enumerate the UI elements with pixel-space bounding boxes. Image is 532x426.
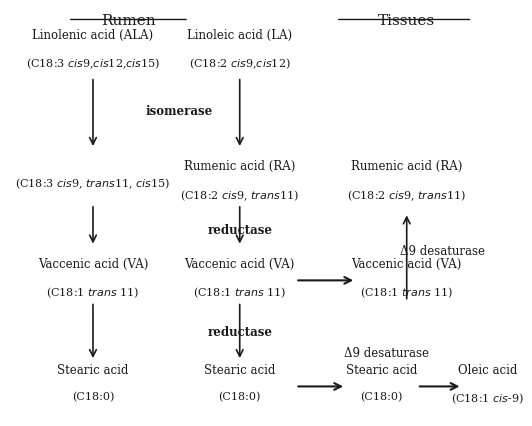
Text: Vaccenic acid (VA): Vaccenic acid (VA) <box>38 257 148 270</box>
Text: Δ9 desaturase: Δ9 desaturase <box>344 346 429 359</box>
Text: (C18:3 $\it{cis}$9,$\it{cis}$12,$\it{cis}$15): (C18:3 $\it{cis}$9,$\it{cis}$12,$\it{cis… <box>26 56 160 71</box>
Text: (C18:0): (C18:0) <box>72 391 114 401</box>
Text: (C18:1 $\it{trans}$ 11): (C18:1 $\it{trans}$ 11) <box>193 285 286 299</box>
Text: Rumenic acid (RA): Rumenic acid (RA) <box>351 160 462 173</box>
Text: (C18:1 $\it{trans}$ 11): (C18:1 $\it{trans}$ 11) <box>360 285 453 299</box>
Text: (C18:2 $\it{cis}$9,$\it{cis}$12): (C18:2 $\it{cis}$9,$\it{cis}$12) <box>189 56 290 71</box>
Text: Stearic acid: Stearic acid <box>57 363 129 376</box>
Text: Rumen: Rumen <box>101 14 156 28</box>
Text: Tissues: Tissues <box>378 14 435 28</box>
Text: Rumenic acid (RA): Rumenic acid (RA) <box>184 160 295 173</box>
Text: (C18:3 $\it{cis}$9, $\it{trans}$11, $\it{cis}$15): (C18:3 $\it{cis}$9, $\it{trans}$11, $\it… <box>15 176 171 191</box>
Text: (C18:2 $\it{cis}$9, $\it{trans}$11): (C18:2 $\it{cis}$9, $\it{trans}$11) <box>347 187 466 202</box>
Text: (C18:0): (C18:0) <box>219 391 261 401</box>
Text: (C18:1 $\it{trans}$ 11): (C18:1 $\it{trans}$ 11) <box>46 285 139 299</box>
Text: Linoleic acid (LA): Linoleic acid (LA) <box>187 29 292 42</box>
Text: Linolenic acid (ALA): Linolenic acid (ALA) <box>32 29 154 42</box>
Text: (C18:2 $\it{cis}$9, $\it{trans}$11): (C18:2 $\it{cis}$9, $\it{trans}$11) <box>180 187 299 202</box>
Text: Vaccenic acid (VA): Vaccenic acid (VA) <box>352 257 462 270</box>
Text: isomerase: isomerase <box>145 105 213 118</box>
Text: reductase: reductase <box>207 224 272 236</box>
Text: Stearic acid: Stearic acid <box>204 363 276 376</box>
Text: reductase: reductase <box>207 325 272 338</box>
Text: Vaccenic acid (VA): Vaccenic acid (VA) <box>185 257 295 270</box>
Text: Δ9 desaturase: Δ9 desaturase <box>400 245 485 258</box>
Text: (C18:1 $\it{cis}$-9): (C18:1 $\it{cis}$-9) <box>451 391 524 405</box>
Text: Oleic acid: Oleic acid <box>458 363 517 376</box>
Text: Stearic acid: Stearic acid <box>346 363 417 376</box>
Text: (C18:0): (C18:0) <box>360 391 403 401</box>
